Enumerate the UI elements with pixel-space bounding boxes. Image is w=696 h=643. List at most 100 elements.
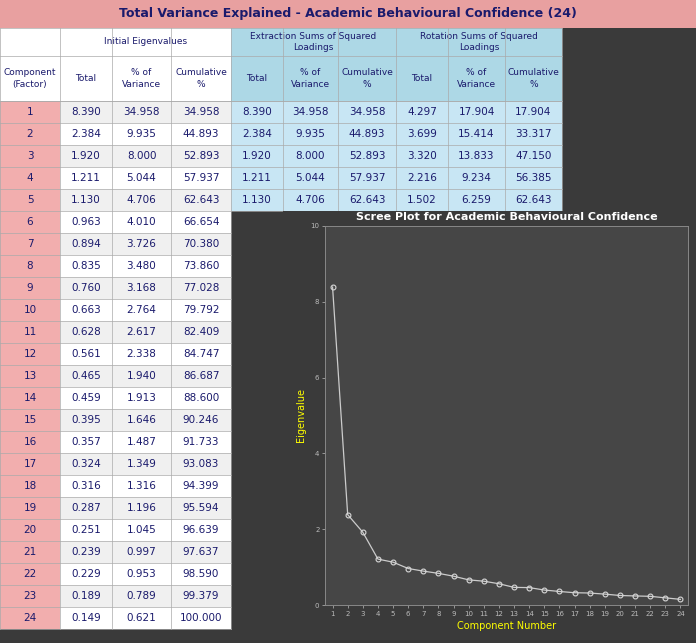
Text: 16: 16 [24,437,37,447]
Text: Total Variance Explained - Academic Behavioural Confidence (24): Total Variance Explained - Academic Beha… [119,8,577,21]
Text: 3.320: 3.320 [407,151,437,161]
Bar [0,563,60,585]
Text: 1.316: 1.316 [127,481,157,491]
Bar [0,167,60,189]
Text: 1.130: 1.130 [242,195,272,205]
Text: 4.297: 4.297 [407,107,437,117]
Text: 99.379: 99.379 [183,591,219,601]
Text: Cumulative
%: Cumulative % [507,68,560,89]
Bar [0,0,696,28]
Text: 0.894: 0.894 [71,239,101,249]
Text: 1: 1 [26,107,33,117]
Text: 5.044: 5.044 [127,173,157,183]
Bar [60,475,231,497]
Text: 9.935: 9.935 [127,129,157,139]
Text: 0.189: 0.189 [71,591,101,601]
Text: 2: 2 [26,129,33,139]
Bar [231,189,396,211]
Text: 10: 10 [24,305,37,315]
Text: 91.733: 91.733 [183,437,219,447]
Text: 1.920: 1.920 [242,151,272,161]
Bar [60,167,231,189]
Bar [396,123,562,145]
Text: Total: Total [75,74,97,83]
Bar [0,541,60,563]
Text: 7: 7 [26,239,33,249]
Text: % of
Variance: % of Variance [291,68,330,89]
Text: 66.654: 66.654 [183,217,219,227]
Text: 14: 14 [24,393,37,403]
Text: 62.643: 62.643 [183,195,219,205]
Text: 3.726: 3.726 [127,239,157,249]
Text: 1.045: 1.045 [127,525,157,535]
Text: 96.639: 96.639 [183,525,219,535]
Bar [231,56,396,101]
Text: 52.893: 52.893 [183,151,219,161]
Text: % of
Variance: % of Variance [122,68,161,89]
Text: % of
Variance: % of Variance [457,68,496,89]
Text: 0.760: 0.760 [71,283,101,293]
Text: 2.338: 2.338 [127,349,157,359]
Text: 4.706: 4.706 [296,195,325,205]
Text: 0.395: 0.395 [71,415,101,425]
Text: Cumulative
%: Cumulative % [341,68,393,89]
Bar [60,541,231,563]
Text: Total: Total [411,74,432,83]
Text: 86.687: 86.687 [183,371,219,381]
Text: 8.000: 8.000 [296,151,325,161]
Bar [60,453,231,475]
Text: 17: 17 [24,459,37,469]
Text: 70.380: 70.380 [183,239,219,249]
Bar [396,145,562,167]
Text: 3.168: 3.168 [127,283,157,293]
Text: 13: 13 [24,371,37,381]
Y-axis label: Eigenvalue: Eigenvalue [296,388,306,442]
Text: 8: 8 [26,261,33,271]
Bar [0,28,231,56]
Text: 44.893: 44.893 [349,129,386,139]
Text: 20: 20 [24,525,37,535]
Bar [0,343,60,365]
Text: 3.480: 3.480 [127,261,157,271]
Text: 2.384: 2.384 [71,129,101,139]
Text: 73.860: 73.860 [183,261,219,271]
Text: 1.211: 1.211 [242,173,272,183]
Text: 21: 21 [24,547,37,557]
Text: 0.835: 0.835 [71,261,101,271]
Bar [283,211,696,643]
Text: 13.833: 13.833 [458,151,495,161]
Text: Initial Eigenvalues: Initial Eigenvalues [104,37,187,46]
Bar [0,453,60,475]
Text: 52.893: 52.893 [349,151,386,161]
Text: 95.594: 95.594 [183,503,219,513]
Text: 62.643: 62.643 [515,195,552,205]
Bar [0,299,60,321]
Text: 17.904: 17.904 [515,107,552,117]
Bar [396,56,562,101]
Bar [396,189,562,211]
Bar [60,409,231,431]
Text: 0.229: 0.229 [71,569,101,579]
Text: 34.958: 34.958 [123,107,160,117]
Text: 4.706: 4.706 [127,195,157,205]
Bar [60,563,231,585]
Bar [60,431,231,453]
Text: 2.617: 2.617 [127,327,157,337]
Bar [0,475,60,497]
Bar [60,255,231,277]
Text: 57.937: 57.937 [349,173,386,183]
Bar [0,233,60,255]
Text: 8.390: 8.390 [71,107,101,117]
Text: 0.239: 0.239 [71,547,101,557]
Text: 1.487: 1.487 [127,437,157,447]
Text: 12: 12 [24,349,37,359]
Text: 0.997: 0.997 [127,547,157,557]
Text: 0.663: 0.663 [71,305,101,315]
Text: 1.196: 1.196 [127,503,157,513]
Bar [60,519,231,541]
Bar [0,431,60,453]
Text: 57.937: 57.937 [183,173,219,183]
Text: 62.643: 62.643 [349,195,386,205]
Text: 5.044: 5.044 [296,173,325,183]
Bar [0,519,60,541]
